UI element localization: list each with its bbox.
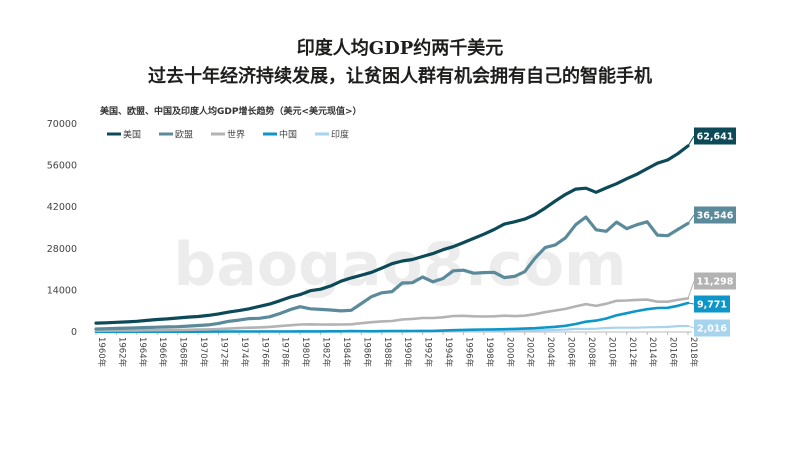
x-tick-label: 1960年	[96, 337, 107, 368]
end-label-leader-usa	[687, 135, 695, 147]
end-label-box-india	[694, 319, 730, 337]
x-tick-label: 1986年	[361, 337, 372, 368]
x-tick-label: 1992年	[423, 337, 434, 368]
page-title: 印度人均GDP约两千美元	[296, 38, 504, 59]
watermark: baogao8.com	[173, 230, 626, 300]
x-tick-label: 2008年	[586, 337, 597, 368]
end-label-china: 9,771	[697, 300, 727, 311]
end-label-eu: 36,546	[697, 211, 734, 222]
page-subtitle: 过去十年经济持续发展，让贫困人群有机会拥有自己的智能手机	[148, 66, 652, 87]
x-tick-label: 1974年	[239, 337, 250, 368]
x-tick-label: 1962年	[116, 337, 127, 368]
x-tick-label: 1964年	[137, 337, 148, 368]
x-tick-label: 1982年	[321, 337, 332, 368]
legend-label-eu: 欧盟	[175, 129, 193, 141]
end-label-leader-india	[687, 325, 695, 329]
x-tick-label: 2004年	[545, 337, 556, 368]
end-label-box-eu	[694, 206, 736, 224]
y-tick-label: 28000	[47, 244, 77, 255]
end-label-world: 11,298	[697, 277, 734, 288]
end-label-leader-china	[687, 302, 695, 305]
series-line-usa	[94, 144, 690, 325]
x-tick-label: 1966年	[157, 337, 168, 368]
end-label-leader-world	[687, 280, 695, 299]
end-label-usa: 62,641	[697, 132, 734, 143]
end-label-india: 2,016	[697, 324, 727, 335]
x-tick-label: 1972年	[218, 337, 229, 368]
x-tick-label: 1980年	[300, 337, 311, 368]
x-tick-label: 1984年	[341, 337, 352, 368]
series-line-eu	[94, 215, 690, 331]
x-tick-label: 1998年	[484, 337, 495, 368]
series-line-china	[94, 301, 690, 334]
x-tick-label: 1994年	[443, 337, 454, 368]
x-tick-label: 1988年	[382, 337, 393, 368]
x-tick-label: 2006年	[566, 337, 577, 368]
legend-label-china: 中国	[279, 129, 297, 141]
y-tick-label: 70000	[47, 119, 77, 130]
legend-label-india: 印度	[331, 129, 349, 141]
x-tick-label: 1968年	[178, 337, 189, 368]
x-tick-label: 1996年	[463, 337, 474, 368]
legend-label-usa: 美国	[123, 129, 141, 141]
y-tick-label: 14000	[47, 285, 77, 296]
end-label-box-usa	[694, 127, 736, 145]
chart-title: 美国、欧盟、中国及印度人均GDP增长趋势（美元<美元现值>）	[100, 107, 362, 117]
x-tick-label: 1990年	[402, 337, 413, 368]
x-tick-label: 2000年	[504, 337, 515, 368]
y-tick-label: 0	[71, 327, 77, 338]
x-tick-label: 1976年	[259, 337, 270, 368]
end-label-box-china	[694, 295, 730, 313]
series-line-world	[94, 297, 690, 333]
x-tick-label: 1978年	[280, 337, 291, 368]
x-tick-label: 2016年	[668, 337, 679, 368]
end-label-leader-eu	[687, 214, 695, 224]
legend-label-world: 世界	[227, 129, 245, 141]
x-tick-label: 2010年	[606, 337, 617, 368]
x-tick-label: 2002年	[525, 337, 536, 368]
x-tick-label: 2012年	[627, 337, 638, 368]
x-tick-label: 1970年	[198, 337, 209, 368]
end-label-box-world	[694, 272, 736, 290]
y-tick-label: 56000	[47, 161, 77, 172]
x-tick-label: 2014年	[647, 337, 658, 368]
y-tick-label: 42000	[47, 202, 77, 213]
x-tick-label: 2018年	[688, 337, 699, 368]
